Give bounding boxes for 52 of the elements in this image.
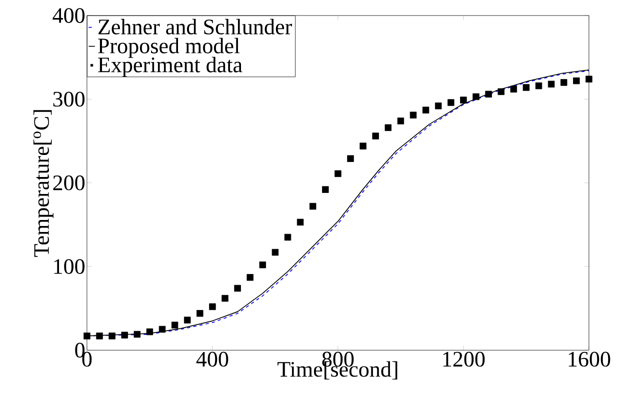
point	[309, 202, 316, 210]
point	[322, 186, 329, 193]
point	[535, 82, 542, 90]
point	[334, 170, 342, 177]
point	[560, 79, 568, 86]
point	[296, 218, 304, 226]
point	[284, 234, 292, 241]
point	[134, 330, 141, 338]
point	[573, 77, 580, 84]
point	[158, 326, 166, 333]
point	[522, 84, 530, 91]
legend-label: Experiment data	[98, 56, 242, 77]
point	[397, 118, 404, 124]
point	[586, 76, 592, 82]
point	[510, 86, 518, 92]
point	[146, 328, 154, 336]
legend-label: Zehner and Schlunder	[98, 18, 292, 34]
y-tick-label: 400	[52, 8, 85, 23]
point	[498, 88, 504, 95]
x-tick-label: 400	[196, 352, 228, 367]
point	[184, 316, 191, 324]
point	[485, 90, 492, 98]
point	[209, 303, 216, 310]
point	[259, 261, 266, 268]
point	[246, 274, 254, 281]
legend-label: Proposed model	[98, 38, 240, 58]
point	[410, 112, 417, 118]
y-tick-label: 200	[53, 175, 85, 190]
point	[196, 310, 204, 317]
point	[121, 332, 128, 338]
point	[234, 284, 241, 292]
x-tick-label: 1600	[568, 352, 610, 367]
point	[384, 124, 392, 131]
point	[548, 80, 555, 88]
point	[422, 106, 430, 114]
point	[434, 102, 442, 110]
point	[472, 93, 480, 100]
point	[360, 142, 366, 150]
point	[108, 332, 116, 340]
point	[171, 322, 178, 328]
point	[96, 332, 103, 340]
y-axis-title: Temperature[$^{o}$C]	[33, 110, 54, 257]
point	[372, 132, 379, 140]
point	[448, 99, 454, 106]
x-tick-label: 1200	[443, 352, 485, 367]
y-tick-label: 300	[53, 92, 85, 107]
point	[222, 294, 228, 302]
point	[84, 332, 90, 340]
point	[272, 248, 279, 256]
y-tick-label: 100	[54, 259, 85, 274]
point	[347, 155, 354, 162]
point	[460, 96, 467, 104]
